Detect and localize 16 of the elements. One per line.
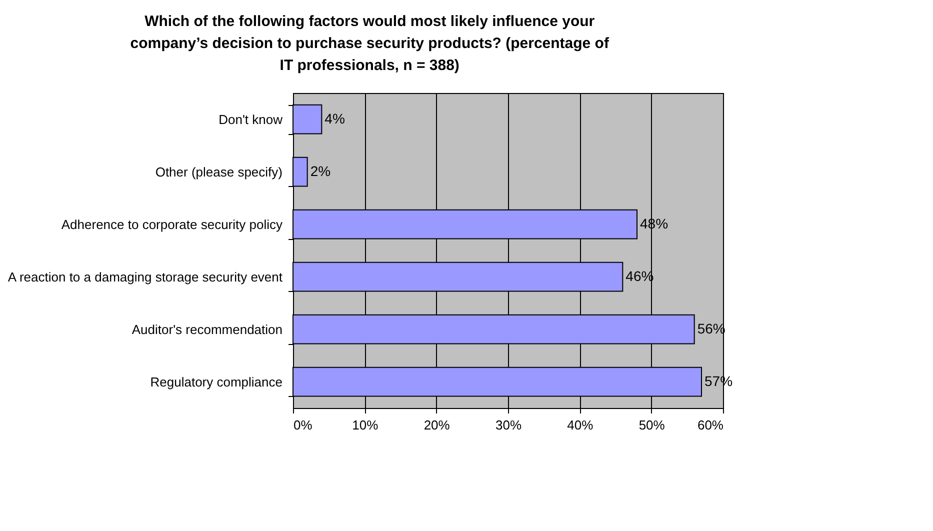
- x-tick-label: 40%: [567, 418, 594, 432]
- y-tick-label: Don't know: [218, 112, 284, 127]
- y-tick-label: Adherence to corporate security policy: [61, 216, 283, 232]
- y-tick-label: Auditor's recommendation: [132, 322, 282, 337]
- data-label: 4%: [324, 110, 345, 126]
- x-tick-label: 0%: [294, 418, 313, 432]
- x-tick-label: 30%: [495, 418, 522, 432]
- chart-title: Which of the following factors would most likely influence your company’s decision to purchase security products? (percentage of IT professionals, n = 388): [130, 13, 610, 74]
- y-tick-label: Regulatory compliance: [150, 374, 282, 390]
- y-tick-label: A reaction to a damaging storage security event: [8, 269, 283, 284]
- x-tick-label: 50%: [638, 418, 666, 432]
- x-tick-label: 10%: [352, 418, 379, 432]
- y-tick-label: Other (please specify): [155, 164, 282, 180]
- data-label: 2%: [310, 162, 331, 179]
- x-tick-label: 60%: [697, 418, 724, 432]
- x-tick-label: 20%: [424, 418, 450, 432]
